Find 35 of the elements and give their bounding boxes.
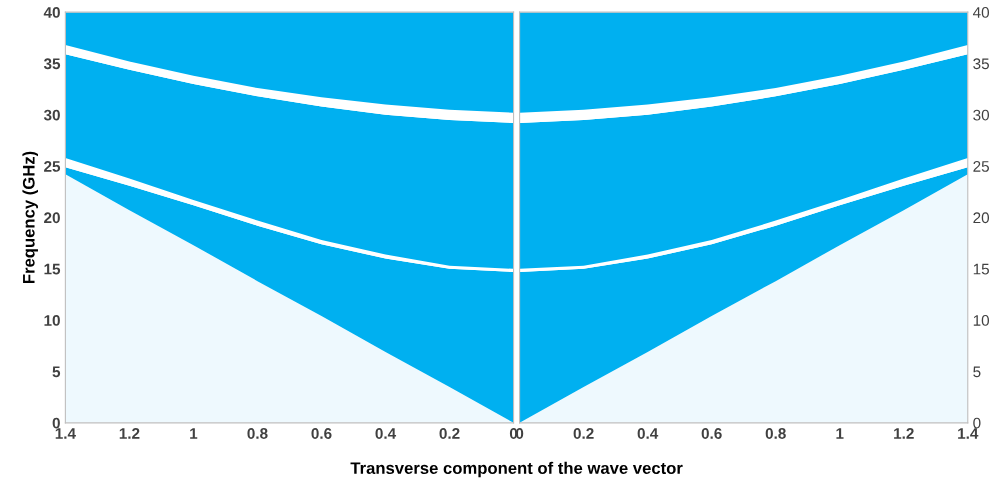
y-tick-label: 10	[44, 315, 60, 326]
x-tick-label: 1.2	[119, 428, 140, 439]
y-axis-title: Frequency (GHz)	[22, 151, 38, 284]
x-tick-label: 0.2	[439, 428, 460, 439]
x-tick-label: 0	[509, 428, 518, 439]
x-axis-title: Transverse component of the wave vector	[350, 461, 683, 478]
y-tick-label: 0	[52, 417, 60, 429]
y-tick-label: 20	[973, 212, 990, 224]
x-tick-label: 0.4	[375, 428, 397, 439]
x-tick-label: 0.8	[765, 428, 786, 439]
y-tick-label: 30	[43, 109, 60, 121]
y-tick-label: 40	[43, 7, 60, 18]
y-tick-label: 30	[973, 109, 990, 121]
y-tick-label: 40	[972, 7, 990, 18]
x-tick-label: 1	[836, 428, 844, 439]
y-tick-label: 35	[43, 58, 61, 70]
x-tick-label: 1.4	[55, 428, 76, 439]
x-tick-label: 1.2	[894, 428, 914, 439]
x-tick-label: 0.4	[637, 428, 659, 439]
y-tick-label: 0	[973, 417, 981, 429]
y-tick-label: 25	[973, 161, 989, 172]
x-tick-label: 0.6	[701, 428, 722, 439]
x-tick-label: 0.6	[311, 428, 332, 439]
y-tick-label: 20	[44, 212, 60, 224]
y-tick-label: 15	[973, 263, 989, 275]
y-tick-label: 5	[52, 366, 61, 378]
x-tick-label: 1	[190, 428, 198, 439]
y-tick-label: 15	[44, 263, 61, 275]
x-tick-label: 0.8	[247, 428, 268, 439]
y-tick-label: 25	[44, 161, 61, 172]
x-tick-label: 0.2	[573, 428, 594, 439]
y-tick-label: 35	[973, 58, 989, 70]
y-tick-label: 5	[973, 366, 981, 378]
x-tick-label: 1.4	[958, 428, 979, 439]
y-tick-label: 10	[973, 315, 990, 326]
